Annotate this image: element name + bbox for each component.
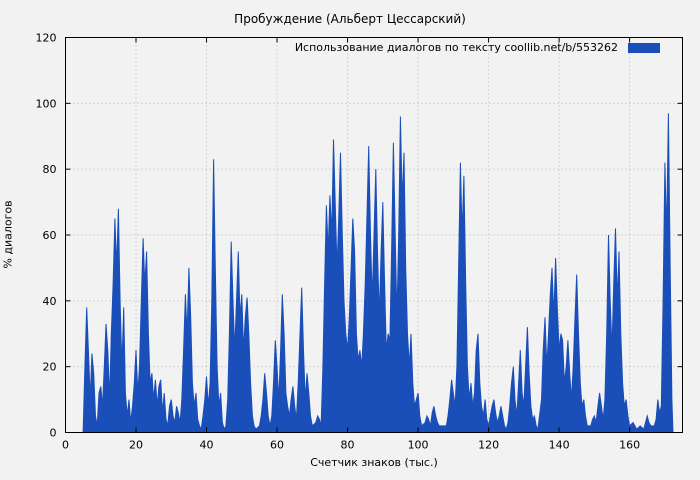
- svg-text:0: 0: [62, 439, 69, 452]
- svg-text:80: 80: [43, 163, 57, 176]
- chart-title: Пробуждение (Альберт Цессарский): [234, 12, 466, 26]
- svg-text:120: 120: [478, 439, 499, 452]
- svg-text:20: 20: [129, 439, 143, 452]
- legend: Использование диалогов по тексту coollib…: [295, 41, 660, 54]
- svg-text:40: 40: [200, 439, 214, 452]
- legend-label: Использование диалогов по тексту coollib…: [294, 41, 618, 54]
- svg-text:80: 80: [341, 439, 355, 452]
- legend-swatch: [628, 42, 660, 53]
- svg-text:100: 100: [36, 97, 57, 110]
- svg-text:140: 140: [549, 439, 570, 452]
- axis-ticks: [65, 37, 683, 433]
- tick-labels: 0 20 40 60 80 100 120 140 160 0 20 40 60 80 100 120: [36, 32, 641, 452]
- x-axis-label: Счетчик знаков (тыс.): [310, 456, 438, 469]
- svg-text:40: 40: [43, 295, 57, 308]
- svg-text:160: 160: [619, 439, 640, 452]
- series-area: [82, 113, 674, 433]
- svg-text:0: 0: [50, 427, 57, 440]
- svg-text:60: 60: [270, 439, 284, 452]
- svg-text:20: 20: [43, 361, 57, 374]
- svg-text:120: 120: [36, 32, 57, 45]
- svg-text:100: 100: [408, 439, 429, 452]
- y-axis-label: % диалогов: [1, 200, 15, 269]
- svg-text:60: 60: [43, 229, 57, 242]
